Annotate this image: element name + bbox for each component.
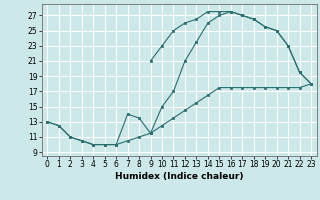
X-axis label: Humidex (Indice chaleur): Humidex (Indice chaleur) xyxy=(115,172,244,181)
